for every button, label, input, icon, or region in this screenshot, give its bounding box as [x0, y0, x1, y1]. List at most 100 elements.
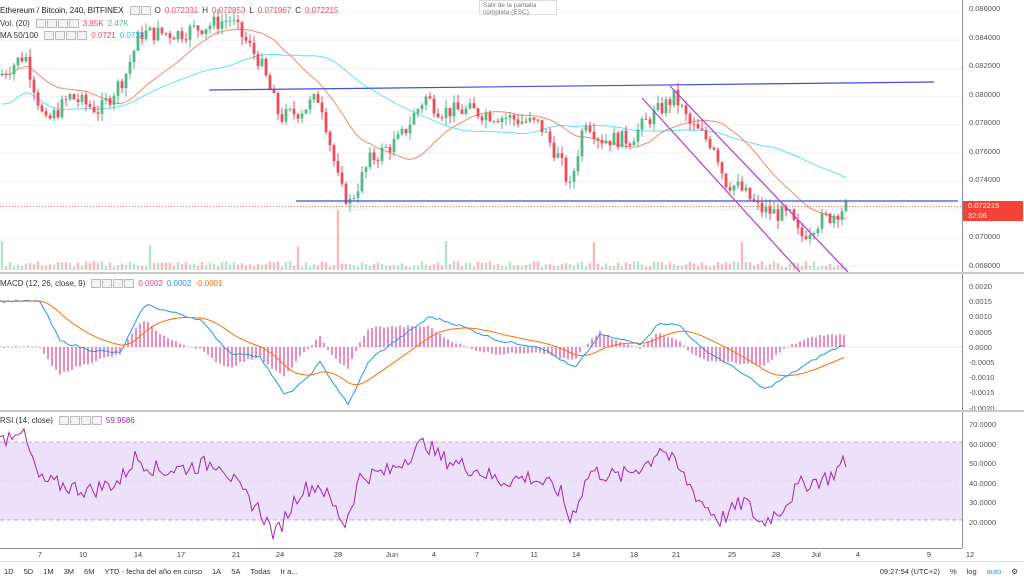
rsi-chart[interactable] — [0, 412, 962, 548]
pane-separator-1[interactable] — [0, 272, 1024, 274]
range-button[interactable]: 6M — [84, 566, 95, 576]
price-axis[interactable]: 0.086000 0.084000 0.082000 0.080000 0.078000… — [962, 0, 1024, 272]
range-button[interactable]: 3M — [63, 566, 75, 576]
macd-hist-bar — [307, 347, 309, 349]
candle-body — [156, 27, 160, 41]
macd-hist-bar — [555, 347, 557, 358]
range-button[interactable]: Todas — [250, 566, 271, 576]
candle-body — [304, 109, 308, 114]
volume-bar — [508, 261, 512, 270]
time-label: Jul — [811, 550, 821, 559]
volume-bar — [136, 265, 140, 270]
volume-bar — [196, 265, 200, 270]
candle-body — [144, 30, 148, 40]
price-chart[interactable] — [0, 0, 962, 272]
macd-hist-bar — [599, 330, 601, 347]
percent-toggle[interactable]: % — [949, 566, 957, 576]
volume-bar — [208, 262, 212, 270]
volume-bar — [752, 265, 756, 270]
macd-hist-bar — [143, 321, 145, 347]
candle-body — [100, 100, 104, 114]
macd-hist-bar — [823, 335, 825, 347]
rsi-pane[interactable] — [0, 412, 962, 548]
macd-hist-bar — [79, 347, 81, 367]
goto-button[interactable]: Ir a... — [280, 566, 298, 576]
macd-hist-bar — [631, 346, 633, 347]
volume-bar — [332, 265, 336, 270]
rsi-axis[interactable]: 70.0000 60.0000 50.0000 40.0000 30.0000 20.00… — [962, 412, 1024, 548]
volume-bar — [736, 261, 740, 270]
volume-bar — [244, 265, 248, 270]
macd-hist-bar — [687, 347, 689, 351]
volume-bar — [460, 266, 464, 270]
volume-bar — [436, 262, 440, 270]
volume-bar — [88, 263, 92, 270]
macd-legend: MACD (12, 26, close, 9) 0.0002 0.0002 -0… — [0, 279, 222, 288]
macd-pane[interactable] — [0, 274, 962, 410]
volume-bar — [328, 266, 332, 270]
volume-bar — [720, 264, 724, 270]
macd-hist-bar — [659, 333, 661, 347]
volume-bar — [396, 265, 400, 270]
macd-hist-bar — [519, 347, 521, 354]
candle-body — [276, 93, 280, 115]
symbol-title[interactable]: Ethereum / Bitcoin, 240, BITFINEX — [0, 6, 124, 15]
candle-body — [772, 209, 776, 214]
macd-hist-bar — [615, 340, 617, 347]
macd-hist-bar — [91, 347, 93, 364]
volume-bar — [392, 264, 396, 270]
volume-bar — [624, 262, 628, 270]
macd-chart[interactable] — [0, 274, 962, 410]
range-button[interactable]: 5A — [231, 566, 241, 576]
macd-hist-bar — [771, 347, 773, 360]
volume-ma: 2.47K — [107, 19, 129, 28]
macd-hist-bar — [743, 347, 745, 364]
candle-body — [236, 19, 240, 23]
macd-hist-bar — [703, 347, 705, 360]
time-axis[interactable]: 7 10 14 17 21 24 28 Jun 4 7 11 14 18 21 25 28 Jul 4 9 12 — [0, 548, 974, 561]
candle-body — [52, 110, 56, 119]
axis-tick: -0.0020 — [969, 403, 995, 413]
macd-hist-bar — [183, 345, 185, 347]
macd-hist-bar — [471, 347, 473, 349]
candle-body — [312, 94, 316, 100]
macd-hist-bar — [175, 341, 177, 347]
volume-bar — [16, 264, 20, 270]
price-pane[interactable] — [0, 0, 962, 272]
candle-body — [160, 27, 164, 34]
axis-tick: -0.0015 — [969, 388, 995, 398]
macd-hist-bar — [151, 326, 153, 347]
volume-bar — [260, 264, 264, 270]
macd-axis[interactable]: 0.0020 0.0015 0.0010 0.0005 0.0000 -0.0005 -0.… — [962, 274, 1024, 413]
volume-bar — [240, 263, 244, 270]
volume-bar — [364, 264, 368, 270]
log-toggle[interactable]: log — [966, 566, 977, 576]
macd-line — [0, 299, 845, 406]
volume-bar — [440, 265, 444, 270]
axis-tick: 0.068000 — [969, 260, 1001, 270]
range-button[interactable]: 1A — [212, 566, 222, 576]
volume-bar — [284, 262, 288, 270]
range-button[interactable]: YTD - fecha del año en curso — [104, 566, 203, 576]
volume-bar — [104, 265, 108, 270]
range-button[interactable]: 1M — [43, 566, 54, 576]
macd-hist-bar — [31, 347, 33, 348]
resistance-trendline — [208, 81, 935, 91]
candle-body — [488, 113, 492, 122]
candle-body — [428, 96, 432, 99]
pane-separator-2[interactable] — [0, 410, 1024, 412]
candle-body — [200, 30, 204, 35]
legend-buttons[interactable] — [129, 6, 151, 15]
macd-hist-bar — [451, 342, 453, 347]
macd-hist-bar — [219, 347, 221, 364]
settings-gear-icon[interactable]: ⚙ — [1011, 566, 1018, 576]
range-button[interactable]: 1D — [4, 566, 14, 576]
auto-toggle[interactable]: auto — [986, 566, 1002, 576]
volume-bar — [192, 263, 196, 270]
range-button[interactable]: 5D — [23, 566, 34, 576]
macd-hist-bar — [47, 347, 49, 360]
volume-bar — [564, 263, 568, 270]
candle-body — [536, 119, 540, 121]
macd-signal-value: -0.0001 — [195, 279, 223, 288]
candle-body — [72, 94, 76, 100]
